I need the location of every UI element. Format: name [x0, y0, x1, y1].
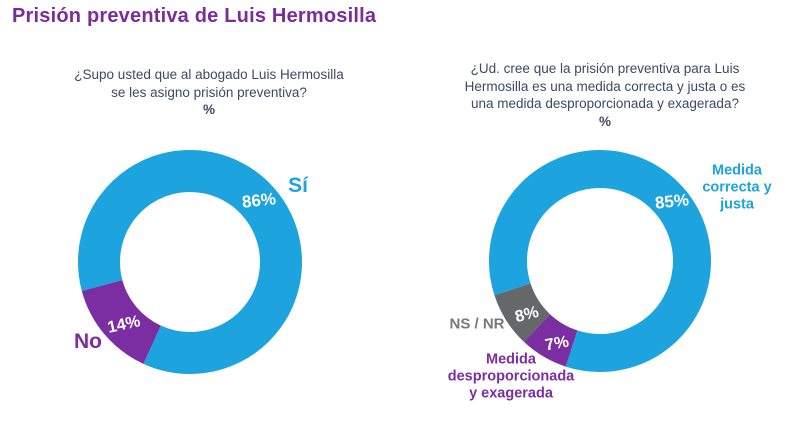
page-title: Prisión preventiva de Luis Hermosilla [12, 5, 377, 27]
donut-segment-2 [494, 282, 551, 342]
category-label-line: Medida [486, 351, 536, 368]
category-label-no: No [74, 330, 102, 353]
category-label-line: desproporcionada [447, 368, 575, 385]
category-label-line: justa [720, 196, 754, 213]
question-line: se les asigno prisión preventiva? [111, 84, 307, 100]
question-line: ¿Ud. cree que la prisión preventiva para… [470, 61, 740, 76]
category-label-correcta: Medida correcta y justa [702, 163, 771, 214]
category-label-desproporcionada: Medida desproporcionada y exagerada [448, 352, 575, 403]
category-label-nsnr: NS / NR [449, 315, 505, 333]
question-line: una medida desproporcionada y exagerada? [471, 96, 739, 111]
category-label-si: Sí [288, 174, 308, 197]
question-line: ¿Supo usted que al abogado Luis Hermosil… [74, 67, 344, 82]
donut-segment-0 [489, 150, 711, 372]
segment-value-label-si: 86% [241, 189, 277, 212]
question-line: Hermosilla es una medida correcta y just… [464, 78, 746, 94]
left-donut-chart [78, 150, 302, 374]
category-label-line: y exagerada [469, 385, 553, 402]
right-chart-question: ¿Ud. cree que la prisión preventiva para… [425, 60, 785, 130]
segment-value-label-correcta: 85% [654, 190, 690, 213]
left-chart-question: ¿Supo usted que al abogado Luis Hermosil… [29, 66, 389, 119]
category-label-line: correcta y [702, 179, 772, 196]
percent-unit-label: % [202, 102, 215, 117]
percent-unit-label: % [598, 113, 611, 129]
donut-segment-0 [78, 150, 302, 374]
right-donut-chart [489, 150, 711, 372]
category-label-line: Medida [712, 162, 762, 179]
donut-segment-1 [524, 313, 579, 367]
donut-segment-1 [81, 279, 162, 364]
